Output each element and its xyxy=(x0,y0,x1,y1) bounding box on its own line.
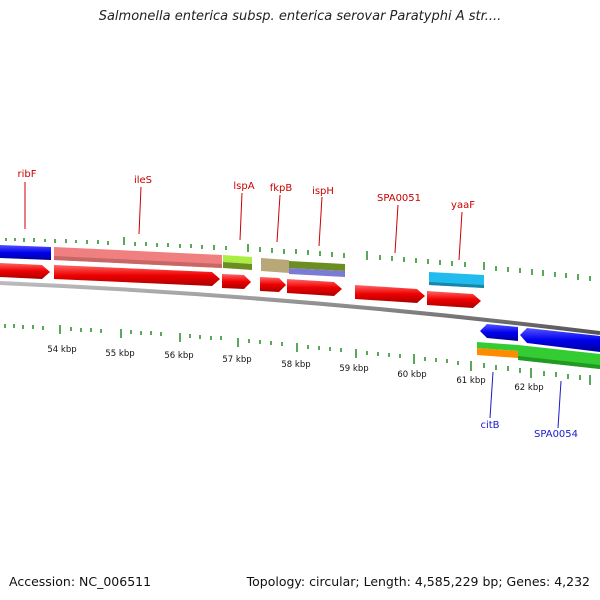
kbp-label: 55 kbp xyxy=(105,349,134,359)
reverse-feature-track xyxy=(477,324,600,369)
gene-label-fkpB: fkpB xyxy=(270,183,293,194)
gene-label-SPA0051: SPA0051 xyxy=(377,193,421,204)
gene-label-SPA0054: SPA0054 xyxy=(534,429,578,440)
gene-label-ribF: ribF xyxy=(18,169,37,180)
gene-leader-lines xyxy=(24,182,562,429)
feature-olive-lspA xyxy=(223,262,252,270)
feature-olive-ispH xyxy=(289,261,345,271)
gene-label-lspA: lspA xyxy=(233,181,254,192)
inner-tick-row xyxy=(4,324,591,385)
feature-blue-left xyxy=(0,245,51,260)
kbp-label: 57 kbp xyxy=(222,355,251,365)
kbp-label: 62 kbp xyxy=(514,383,543,393)
map-title: Salmonella enterica subsp. enterica sero… xyxy=(98,9,502,24)
cds-rev-blue-1 xyxy=(480,324,518,341)
kbp-label: 59 kbp xyxy=(339,364,368,374)
cds-fkpB xyxy=(260,277,286,292)
cds-lspA xyxy=(222,274,251,289)
gene-label-yaaF: yaaF xyxy=(451,200,475,211)
cds-yaaF xyxy=(427,291,481,308)
accession-label: Accession: NC_006511 xyxy=(9,574,152,589)
kbp-label: 58 kbp xyxy=(281,360,310,370)
cds-ribF xyxy=(0,263,50,279)
cds-SPA0051 xyxy=(355,285,425,303)
cds-ileS xyxy=(54,265,220,286)
feature-purple-ispH xyxy=(289,268,345,277)
kbp-label: 54 kbp xyxy=(47,345,76,355)
kbp-label: 56 kbp xyxy=(164,351,193,361)
genome-backbone xyxy=(0,281,600,335)
outer-tick-row xyxy=(5,237,591,281)
kbp-label: 61 kbp xyxy=(456,376,485,386)
gene-label-ispH: ispH xyxy=(312,186,334,197)
gene-label-ileS: ileS xyxy=(134,175,152,186)
feature-khaki-fkpB xyxy=(261,258,289,273)
topology-label: Topology: circular; Length: 4,585,229 bp… xyxy=(246,574,590,589)
feature-cyan-yaaF-shadow xyxy=(429,282,484,288)
feature-lime-lspA xyxy=(223,255,252,264)
cds-rev-blue-2 xyxy=(520,328,600,352)
feature-pink-ileS-shadow xyxy=(54,256,222,268)
kbp-label: 60 kbp xyxy=(397,370,426,380)
upper-feature-track xyxy=(0,245,484,288)
feature-green-SPA0054-shadow xyxy=(518,356,600,369)
cds-ispH xyxy=(287,279,342,296)
gene-label-citB: citB xyxy=(480,420,499,431)
forward-cds-track xyxy=(0,263,481,308)
feature-orange-citB xyxy=(477,348,518,358)
